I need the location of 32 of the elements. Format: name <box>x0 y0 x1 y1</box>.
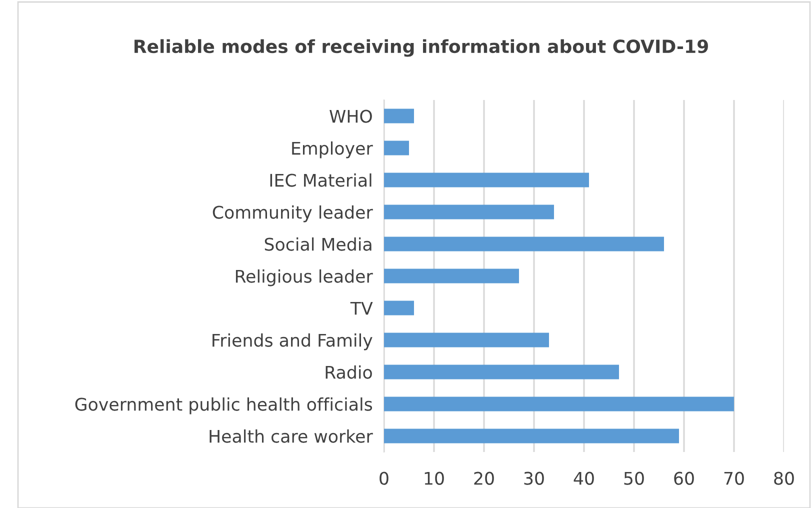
x-tick-label: 20 <box>474 472 494 485</box>
bar <box>384 268 519 284</box>
x-tick-label: 0 <box>380 472 388 485</box>
y-tick-label: Radio <box>326 365 372 379</box>
bar <box>384 108 414 124</box>
bar <box>384 396 734 412</box>
x-tick-label: 50 <box>624 472 644 485</box>
y-tick-label: Government public health officials <box>75 397 372 414</box>
y-tick-label: Friends and Family <box>212 333 372 350</box>
bar <box>384 236 664 252</box>
bar <box>384 364 619 380</box>
bar <box>384 428 679 444</box>
y-tick-label: Social Media <box>264 237 372 251</box>
x-tick-label: 80 <box>774 472 794 485</box>
chart-title: Reliable modes of receiving information about COVID-19 <box>134 39 708 57</box>
y-tick-label: Health care worker <box>210 429 373 443</box>
x-tick-label: 10 <box>424 472 444 485</box>
y-tick-label: Religious leader <box>236 269 373 286</box>
y-tick-label: WHO <box>330 110 372 123</box>
y-tick-label: TV <box>350 302 373 315</box>
bar <box>384 172 589 188</box>
y-tick-label: IEC Material <box>270 173 372 187</box>
bar <box>384 140 409 156</box>
y-tick-label: Community leader <box>212 205 373 222</box>
x-tick-label: 70 <box>724 472 744 485</box>
bar <box>384 300 414 316</box>
y-tick-label: Employer <box>292 141 373 158</box>
bar <box>384 332 549 348</box>
bar <box>384 204 554 220</box>
x-tick-label: 60 <box>674 472 694 485</box>
x-tick-label: 30 <box>524 472 544 485</box>
x-tick-label: 40 <box>574 472 594 485</box>
